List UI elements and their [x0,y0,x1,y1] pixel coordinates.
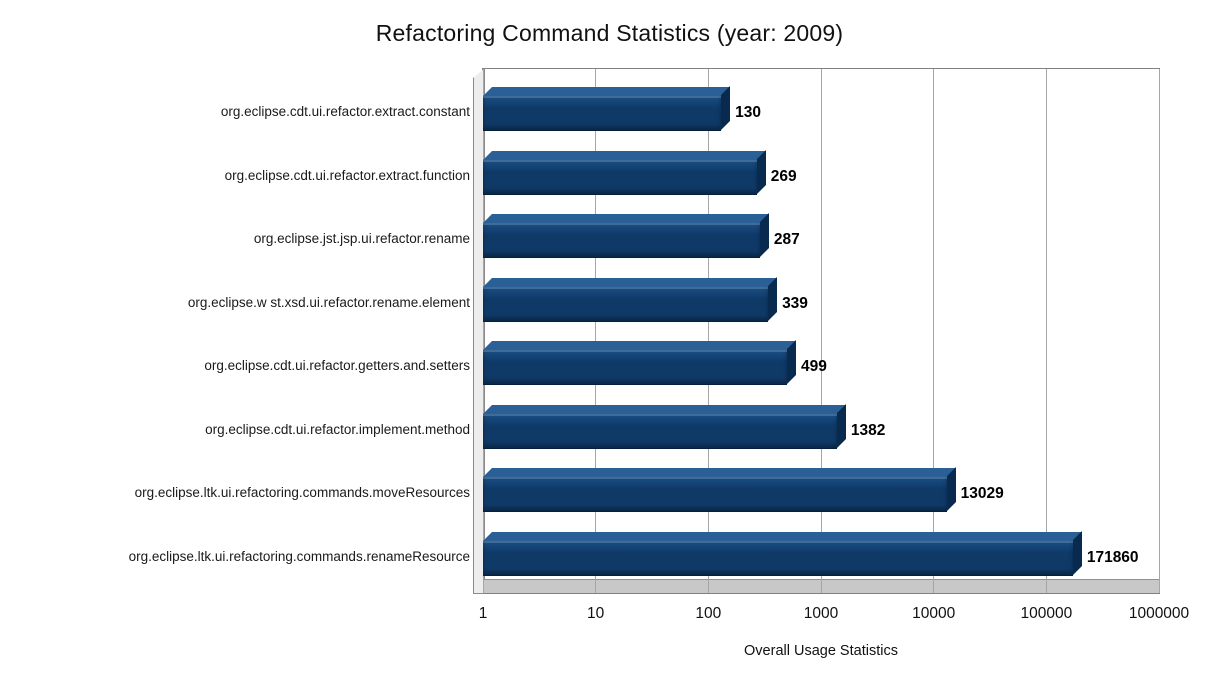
category-label: org.eclipse.cdt.ui.refactor.implement.me… [205,422,470,437]
category-label: org.eclipse.ltk.ui.refactoring.commands.… [134,485,470,500]
bar: 269 [483,150,797,195]
gridline [1158,69,1160,593]
category-label: org.eclipse.w st.xsd.ui.refactor.rename.… [187,295,470,310]
category-label: org.eclipse.jst.jsp.ui.refactor.rename [253,231,470,246]
bar-top-face [483,532,1082,541]
x-tick-label: 100 [695,605,722,622]
category-axis: org.eclipse.cdt.ui.refactor.extract.cons… [10,68,482,592]
bar-side-face [721,86,731,130]
category-label: org.eclipse.cdt.ui.refactor.extract.func… [224,168,470,183]
value-label: 130 [735,104,762,121]
x-tick-label: 10000 [912,605,956,622]
bar: 130 [483,86,761,131]
value-label: 171860 [1086,549,1139,566]
chart-area: org.eclipse.cdt.ui.refactor.extract.cons… [10,68,1189,659]
bar: 171860 [483,531,1139,576]
bar-top-face [483,468,956,477]
chart-title: Refactoring Command Statistics (year: 20… [375,20,844,46]
gridline [820,69,822,593]
x-tick-label: 1000000 [1128,605,1190,622]
bar-side-face [768,277,778,321]
value-label: 287 [773,231,800,248]
bar-top-face [483,405,846,414]
bar-top-face [483,87,731,96]
x-tick-label: 10 [587,605,605,622]
category-label: org.eclipse.cdt.ui.refactor.getters.and.… [204,358,470,373]
bar-top-face [483,278,778,287]
category-label: org.eclipse.ltk.ui.refactoring.commands.… [128,549,470,564]
x-tick-label: 1 [478,605,488,622]
bar: 13029 [483,467,1004,512]
value-label: 13029 [960,485,1004,502]
gridline [482,69,484,593]
gridline [707,69,709,593]
x-axis-title: Overall Usage Statistics [744,643,898,659]
bar-side-face [786,340,796,384]
bar: 339 [483,277,808,322]
bar-top-face [483,151,766,160]
gridline [933,69,935,593]
value-label: 269 [770,168,797,185]
value-label: 499 [800,358,827,375]
x-tick-label: 100000 [1020,605,1073,622]
bar-side-face [946,467,956,511]
bar-top-face [483,341,796,350]
bar-side-face [836,404,846,448]
bar-side-face [756,150,766,194]
bar-side-face [759,213,769,257]
value-label: 339 [782,295,808,312]
bar-top-face [483,214,769,223]
gridline [595,69,597,593]
value-label: 1382 [850,422,886,439]
category-label: org.eclipse.cdt.ui.refactor.extract.cons… [220,104,470,119]
bar-side-face [1072,531,1082,575]
bar: 287 [483,213,800,258]
x-tick-label: 1000 [803,605,839,622]
bar: 1382 [483,404,885,449]
plot-area: Overall Usage Statistics 1 10 100 1000 10000… [473,68,1189,659]
gridline [1045,69,1047,593]
bar: 499 [483,340,827,385]
